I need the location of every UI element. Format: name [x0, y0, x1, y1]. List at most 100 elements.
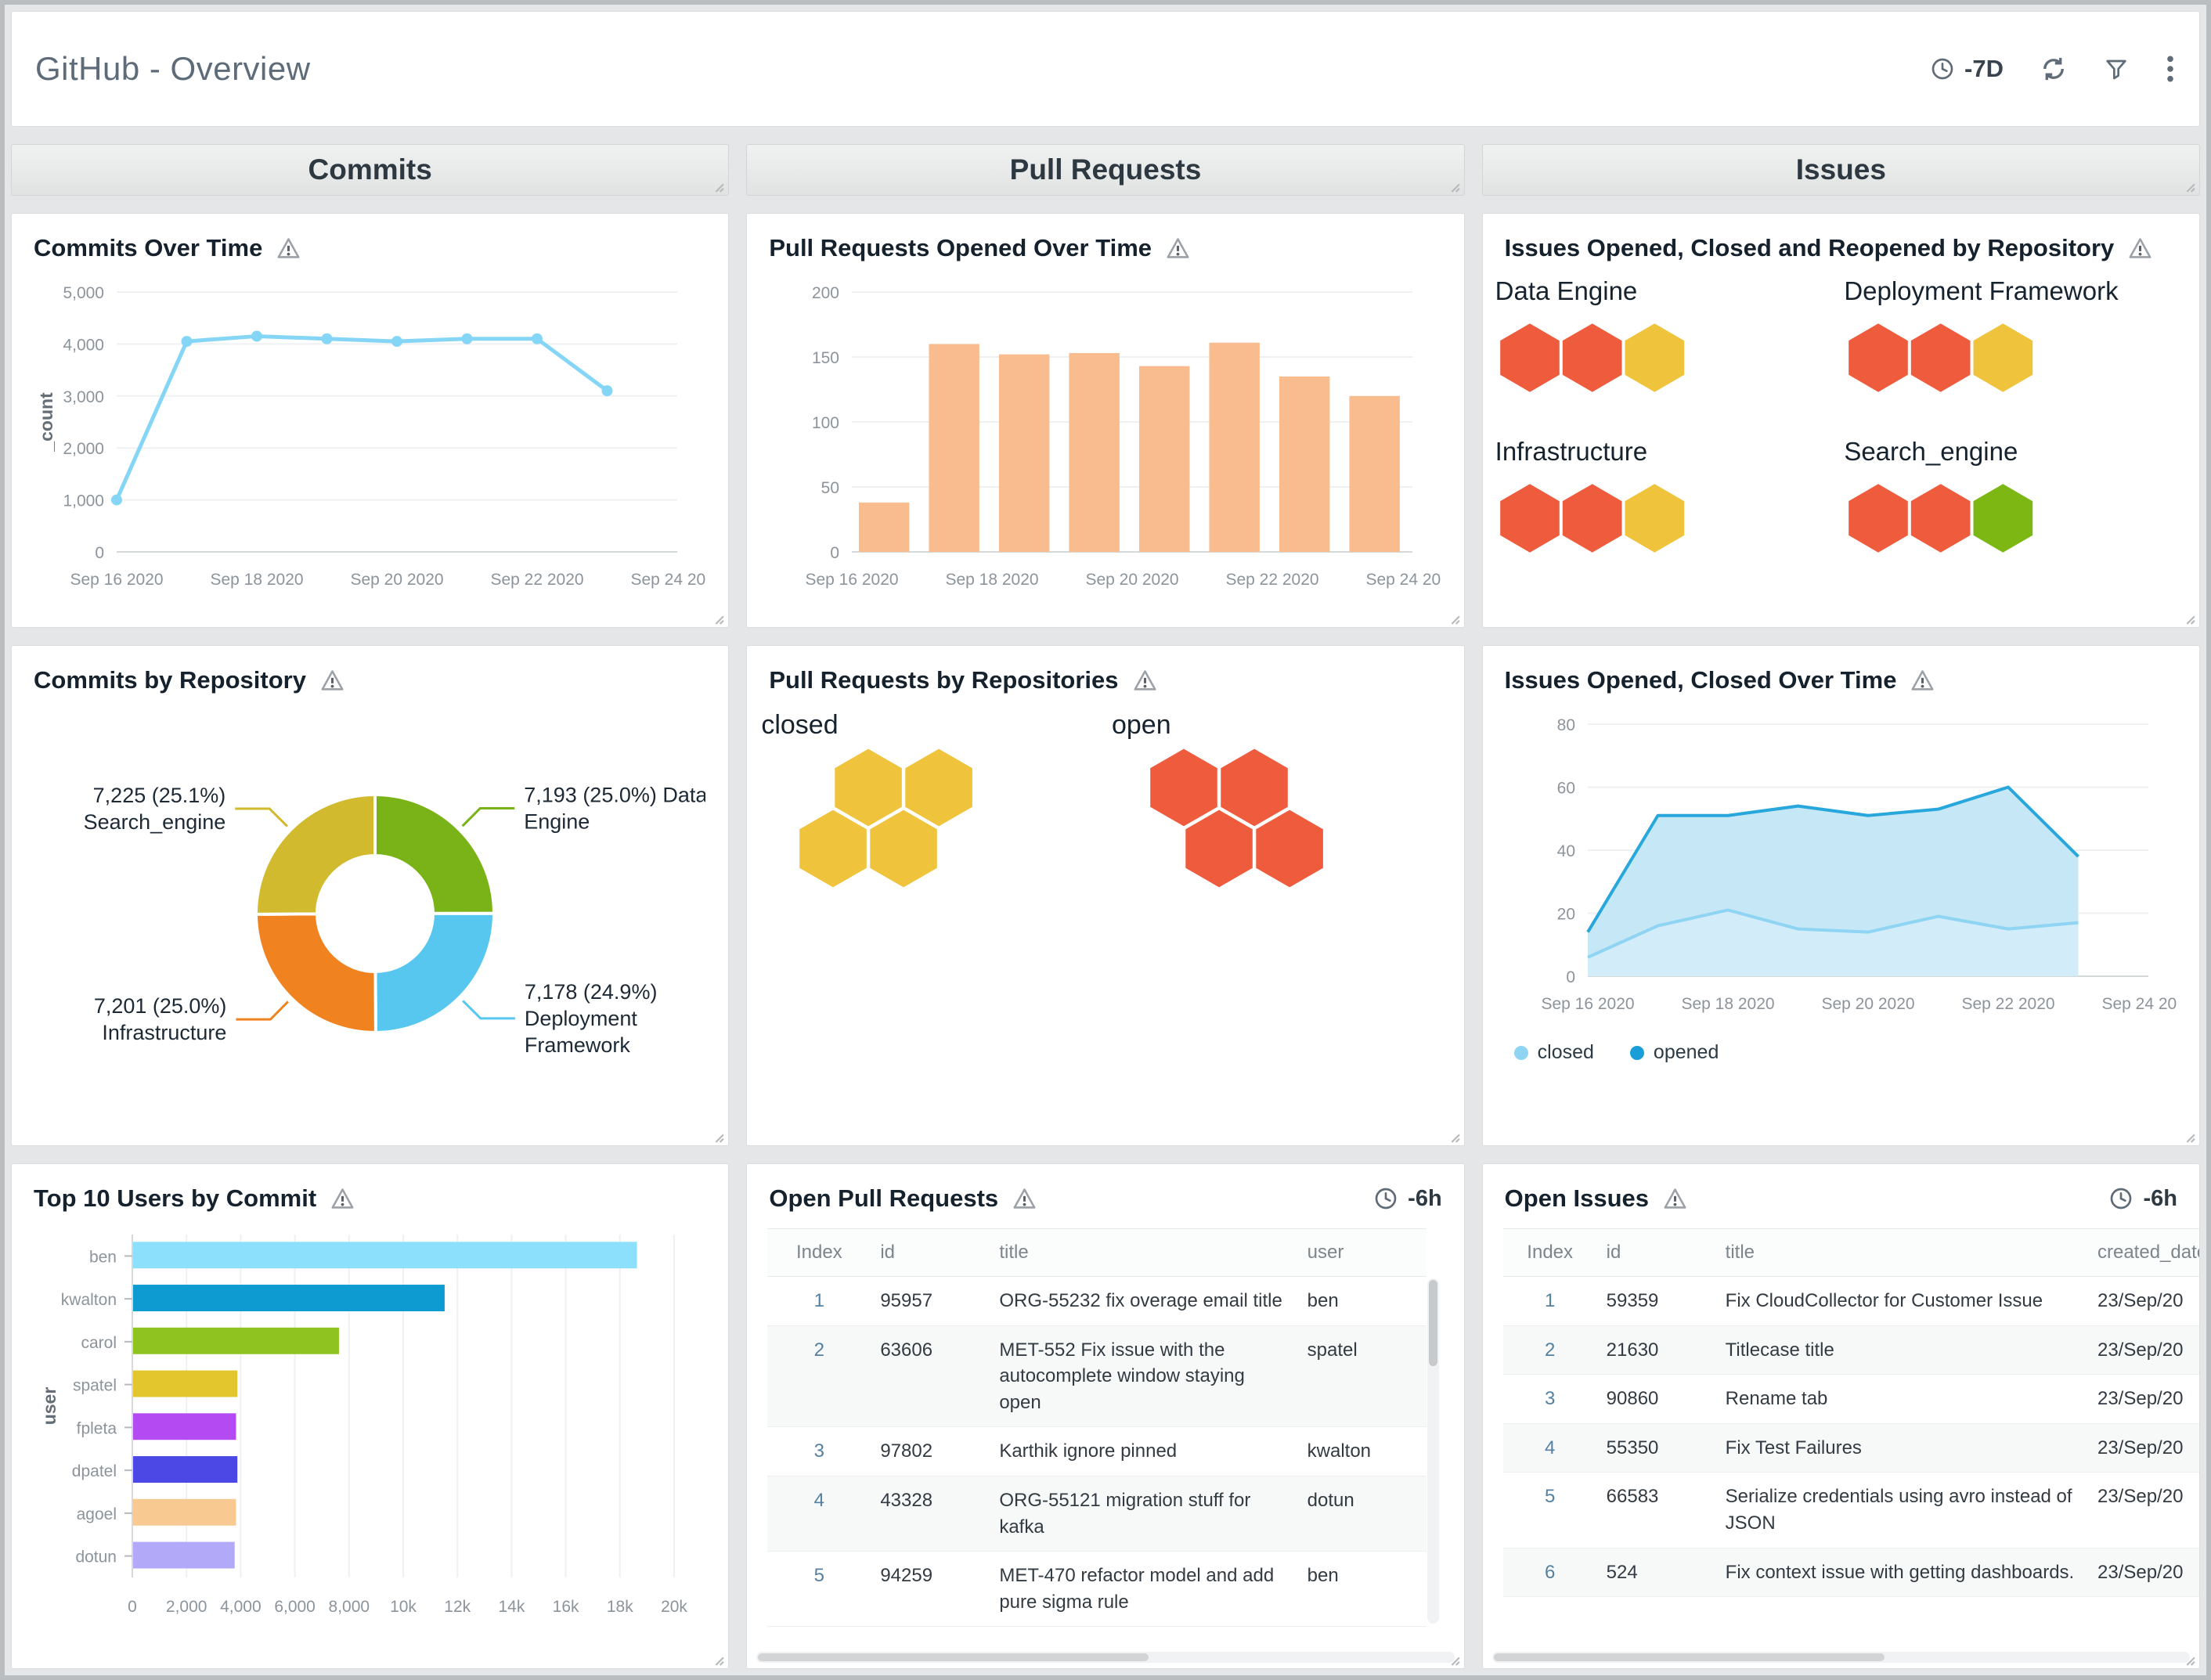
- panel-time-range[interactable]: -6h: [2108, 1186, 2177, 1212]
- horizontal-scrollbar[interactable]: [1491, 1652, 2190, 1663]
- honeycomb-cells[interactable]: [788, 742, 1054, 914]
- svg-text:4,000: 4,000: [220, 1598, 261, 1616]
- honeycomb-cells[interactable]: [1841, 317, 2060, 398]
- legend-item-closed[interactable]: closed: [1513, 1041, 1594, 1064]
- warning-icon[interactable]: [1910, 669, 1935, 691]
- repo-label: Infrastructure: [1495, 437, 1648, 466]
- scrollbar-thumb[interactable]: [758, 1653, 1149, 1661]
- table-row[interactable]: 1 59359 Fix CloudCollector for Customer Is…: [1502, 1276, 2199, 1326]
- table-cell: 5: [767, 1551, 871, 1628]
- svg-text:Sep 24 2020: Sep 24 2020: [1366, 571, 1441, 589]
- warning-icon[interactable]: [330, 1188, 355, 1210]
- panel-title: Pull Requests Opened Over Time: [769, 234, 1152, 261]
- table-cell: 43328: [871, 1476, 990, 1552]
- column-header-id[interactable]: id: [871, 1228, 990, 1277]
- resize-handle[interactable]: [2182, 1130, 2195, 1143]
- honeycomb-cells[interactable]: [1138, 742, 1405, 914]
- resize-handle[interactable]: [2182, 1653, 2195, 1666]
- warning-icon[interactable]: [320, 669, 344, 691]
- resize-handle[interactable]: [1447, 1130, 1460, 1143]
- table-cell: Fix CloudCollector for Customer Issue: [1715, 1276, 2088, 1326]
- vertical-scrollbar[interactable]: [1427, 1278, 1439, 1624]
- warning-icon[interactable]: [276, 237, 301, 259]
- cluster-label: closed: [761, 710, 839, 740]
- column-header-id[interactable]: id: [1596, 1228, 1716, 1277]
- table-row[interactable]: 4 43328 ORG-55121 migration stuff for kafk…: [767, 1476, 1427, 1552]
- warning-icon[interactable]: [1133, 669, 1157, 691]
- resize-handle[interactable]: [711, 179, 725, 193]
- table-row[interactable]: 2 63606 MET-552 Fix issue with the autocom…: [767, 1325, 1427, 1428]
- resize-handle[interactable]: [1447, 611, 1460, 625]
- top-users-chart[interactable]: 0 2,000 4,000 6,000 8,000 10k 12k 14k 16k 18k 20k b…: [32, 1222, 705, 1637]
- table-cell: 5: [1502, 1472, 1597, 1548]
- filter-icon[interactable]: [2104, 56, 2129, 81]
- svg-text:Sep 18 2020: Sep 18 2020: [1681, 995, 1774, 1013]
- section-header-issues[interactable]: Issues: [1481, 144, 2200, 196]
- table-cell: 90860: [1596, 1374, 1716, 1424]
- kebab-menu-icon[interactable]: [2165, 54, 2176, 84]
- honeycomb-cells[interactable]: [1841, 478, 2060, 559]
- svg-text:dotun: dotun: [75, 1548, 117, 1566]
- panel-time-range[interactable]: -6h: [1373, 1186, 1442, 1212]
- resize-handle[interactable]: [1447, 179, 1460, 193]
- commits-over-time-chart[interactable]: 0 1,000 2,000 3,000 4,000 5,000 Sep 16 2020 Sep…: [32, 272, 724, 608]
- resize-handle[interactable]: [2182, 179, 2195, 193]
- resize-handle[interactable]: [711, 1130, 725, 1143]
- warning-icon[interactable]: [1012, 1188, 1037, 1210]
- section-header-pull-requests[interactable]: Pull Requests: [746, 144, 1465, 196]
- column-header-title[interactable]: title: [990, 1228, 1298, 1277]
- column-header-title[interactable]: title: [1715, 1228, 2088, 1277]
- svg-text:carol: carol: [81, 1334, 117, 1352]
- table-cell: 63606: [871, 1325, 990, 1428]
- svg-text:6,000: 6,000: [274, 1598, 316, 1616]
- warning-icon[interactable]: [1663, 1188, 1687, 1210]
- svg-text:8,000: 8,000: [329, 1598, 370, 1616]
- column-header-created_date[interactable]: created_date: [2087, 1228, 2199, 1277]
- column-header-index[interactable]: Index: [1502, 1228, 1597, 1277]
- table-row[interactable]: 5 66583 Serialize credentials using avro i…: [1502, 1472, 2199, 1548]
- honeycomb-cells[interactable]: [1492, 478, 1711, 559]
- repo-label: Data Engine: [1495, 276, 1638, 305]
- table-row[interactable]: 1 95957 ORG-55232 fix overage email title b…: [767, 1276, 1427, 1326]
- table-row[interactable]: 2 21630 Titlecase title 23/Sep/20: [1502, 1325, 2199, 1375]
- legend-item-opened[interactable]: opened: [1629, 1041, 1719, 1064]
- svg-text:10k: 10k: [390, 1598, 417, 1616]
- table-row[interactable]: 3 90860 Rename tab 23/Sep/20: [1502, 1374, 2199, 1424]
- resize-handle[interactable]: [711, 611, 725, 625]
- section-header-commits[interactable]: Commits: [11, 144, 730, 196]
- resize-handle[interactable]: [2182, 611, 2195, 625]
- table-cell: ORG-55121 migration stuff for kafka: [990, 1476, 1298, 1552]
- scrollbar-thumb[interactable]: [1428, 1280, 1437, 1366]
- refresh-icon[interactable]: [2040, 55, 2068, 83]
- warning-icon[interactable]: [2128, 237, 2152, 259]
- commits-by-repository-donut[interactable]: 7,193 (25.0%) Data Engine 7,178 (24.9%) Dep…: [32, 704, 709, 1111]
- table-row[interactable]: 5 94259 MET-470 refactor model and add pur…: [767, 1551, 1427, 1628]
- svg-text:Sep 24 2020: Sep 24 2020: [630, 571, 705, 589]
- table-cell: spatel: [1297, 1325, 1427, 1428]
- resize-handle[interactable]: [1447, 1653, 1460, 1666]
- warning-icon[interactable]: [1166, 237, 1190, 259]
- svg-text:fpleta: fpleta: [77, 1419, 117, 1437]
- table-cell: 94259: [871, 1551, 990, 1628]
- horizontal-scrollbar[interactable]: [756, 1652, 1455, 1663]
- svg-text:150: 150: [812, 349, 839, 367]
- table-row[interactable]: 6 524 Fix context issue with getting dashb…: [1502, 1548, 2199, 1598]
- svg-text:Sep 20 2020: Sep 20 2020: [1086, 571, 1179, 589]
- table-row[interactable]: 3 97802 Karthik ignore pinned kwalton: [767, 1426, 1427, 1476]
- honeycomb-cluster-closed: closed: [755, 705, 1106, 918]
- svg-text:200: 200: [812, 284, 839, 302]
- issues-over-time-chart[interactable]: 0 20 40 60 80 Sep 16 2020 Sep 18 2020 Sep 20 20…: [1503, 704, 2195, 1033]
- resize-handle[interactable]: [711, 1653, 725, 1666]
- column-header-index[interactable]: Index: [767, 1228, 871, 1277]
- table-row[interactable]: 4 55350 Fix Test Failures 23/Sep/20: [1502, 1423, 2199, 1473]
- table-cell: Fix Test Failures: [1715, 1423, 2088, 1473]
- pull-requests-opened-chart[interactable]: 0 50 100 150 200 Sep 16 2020 Sep 18 2020 Sep 20…: [767, 272, 1459, 608]
- column-header-user[interactable]: user: [1297, 1228, 1427, 1277]
- honeycomb-cells[interactable]: [1492, 317, 1711, 398]
- table-cell: 23/Sep/20: [2087, 1548, 2199, 1598]
- scrollbar-thumb[interactable]: [1493, 1653, 1885, 1661]
- svg-text:0: 0: [128, 1598, 137, 1616]
- cluster-label: open: [1111, 710, 1171, 740]
- time-range-control[interactable]: -7D: [1930, 55, 2004, 83]
